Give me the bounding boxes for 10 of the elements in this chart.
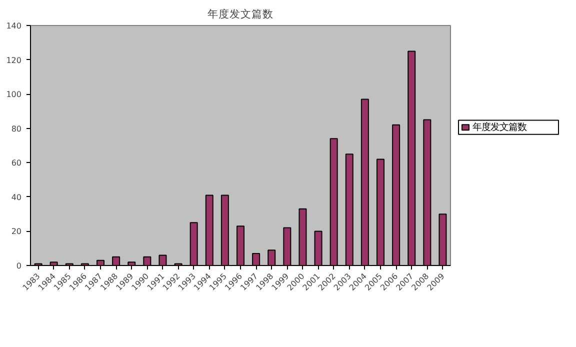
y-tick-label: 60	[11, 158, 22, 168]
y-tick-label: 100	[6, 90, 22, 100]
chart-title: 年度发文篇数	[208, 8, 274, 20]
y-tick-label: 0	[16, 262, 22, 270]
y-tick-label: 140	[6, 22, 22, 30]
legend-label: 年度发文篇数	[472, 122, 526, 133]
y-tick-label: 80	[11, 124, 22, 134]
y-tick-label: 20	[11, 227, 22, 236]
y-tick-label: 120	[6, 56, 22, 65]
y-tick-label: 40	[11, 192, 22, 202]
